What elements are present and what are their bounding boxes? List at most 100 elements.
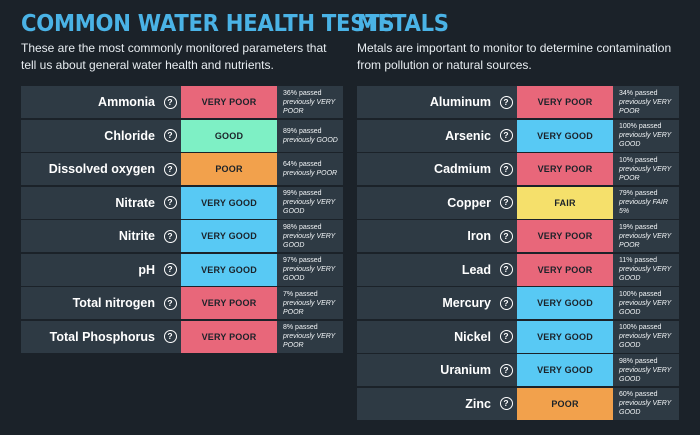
info-button[interactable]: ? (495, 287, 517, 319)
parameter-name-cell: Copper (357, 187, 495, 219)
parameter-row: Cadmium? VERY POOR 10% passed previously VE… (357, 153, 679, 185)
parameter-row: Total nitrogen? VERY POOR 7% passed previou… (21, 287, 343, 319)
parameter-name: Dissolved oxygen (48, 162, 155, 176)
passed-percent: 99% passed (283, 190, 322, 197)
parameter-name-cell: Uranium (357, 354, 495, 386)
metals-list: Aluminum? VERY POOR 34% passed previously V… (357, 86, 679, 421)
passed-percent: 36% passed (283, 89, 322, 97)
info-button[interactable]: ? (495, 120, 517, 152)
question-mark-icon: ? (499, 162, 513, 176)
question-mark-icon: ? (163, 296, 177, 310)
info-button[interactable]: ? (159, 220, 181, 252)
rating-badge: VERY GOOD (181, 253, 277, 286)
info-button[interactable]: ? (159, 86, 181, 118)
info-button[interactable]: ? (495, 187, 517, 219)
common-tests-title: COMMON WATER HEALTH TESTS (21, 11, 395, 37)
question-mark-icon: ? (499, 229, 513, 243)
info-button[interactable]: ? (495, 254, 517, 286)
question-mark-icon: ? (499, 196, 513, 209)
parameter-name-cell: Nitrate (21, 187, 159, 219)
parameter-row: pH? VERY GOOD 97% passed previously VERY GO… (21, 253, 343, 286)
previous-rating: previously VERY GOOD (619, 366, 672, 383)
parameter-name: Uranium (440, 363, 491, 377)
previous-rating: previously VERY GOOD (283, 266, 336, 282)
parameter-name: Copper (447, 195, 491, 210)
rating-badge: VERY GOOD (517, 354, 613, 386)
info-button[interactable]: ? (159, 153, 181, 185)
question-mark-icon: ? (499, 296, 513, 310)
passed-percent: 100% passed (619, 123, 662, 130)
parameter-name-cell: Dissolved oxygen (21, 153, 159, 185)
parameter-row: Copper? FAIR 79% passed previously FAIR 5% (357, 186, 679, 219)
info-button[interactable]: ? (495, 220, 517, 252)
parameter-name-cell: Total Phosphorus (21, 321, 159, 353)
info-button[interactable]: ? (159, 120, 181, 152)
parameter-name-cell: Lead (357, 254, 495, 286)
parameter-name-cell: Zinc (357, 388, 495, 420)
passed-percent: 64% passed (283, 161, 322, 168)
common-tests-panel: COMMON WATER HEALTH TESTS These are the … (21, 0, 395, 353)
parameter-name: Aluminum (429, 95, 491, 109)
rating-badge: GOOD (181, 119, 277, 152)
result-stats: 98% passed previously VERY GOOD (613, 354, 679, 386)
passed-percent: 100% passed (619, 324, 662, 331)
info-button[interactable]: ? (159, 187, 181, 219)
result-stats: 100% passed previously VERY GOOD (613, 321, 679, 353)
common-tests-description: These are the most commonly monitored pa… (21, 41, 327, 72)
previous-rating: previously VERY POOR (619, 98, 672, 115)
result-stats: 99% passed previously VERY GOOD (277, 187, 343, 219)
parameter-name: Iron (467, 229, 491, 243)
parameter-name: Zinc (465, 396, 491, 411)
parameter-name: Total nitrogen (72, 296, 155, 310)
question-mark-icon: ? (163, 229, 177, 243)
parameter-row: Nickel? VERY GOOD 100% passed previously VE… (357, 320, 679, 353)
previous-rating: previously VERY GOOD (619, 266, 672, 282)
parameter-row: Uranium? VERY GOOD 98% passed previously VE… (357, 354, 679, 386)
metals-title: METALS (357, 11, 449, 37)
parameter-name: Nitrite (118, 229, 155, 243)
parameter-name: Lead (461, 262, 491, 277)
parameter-name: Arsenic (445, 128, 491, 143)
rating-badge: POOR (517, 387, 613, 420)
info-button[interactable]: ? (159, 287, 181, 319)
parameter-row: Iron? VERY POOR 19% passed previously VERY … (357, 220, 679, 252)
result-stats: 7% passed previously VERY POOR (277, 287, 343, 319)
question-mark-icon: ? (499, 129, 513, 142)
passed-percent: 79% passed (619, 190, 658, 197)
info-button[interactable]: ? (495, 153, 517, 185)
result-stats: 79% passed previously FAIR 5% (613, 187, 679, 219)
result-stats: 34% passed previously VERY POOR (613, 86, 679, 118)
passed-percent: 89% passed (283, 127, 322, 135)
parameter-row: Aluminum? VERY POOR 34% passed previously V… (357, 86, 679, 118)
info-button[interactable]: ? (495, 388, 517, 420)
rating-badge: VERY GOOD (181, 220, 277, 252)
question-mark-icon: ? (499, 330, 513, 343)
result-stats: 89% passed previously GOOD (277, 120, 343, 152)
question-mark-icon: ? (499, 363, 513, 377)
info-button[interactable]: ? (159, 321, 181, 353)
parameter-row: Ammonia? VERY POOR 36% passed previously VE… (21, 86, 343, 118)
passed-percent: 11% passed (619, 257, 658, 264)
rating-badge: VERY GOOD (181, 186, 277, 219)
passed-percent: 98% passed (619, 357, 658, 365)
previous-rating: previously VERY GOOD (283, 199, 336, 215)
previous-rating: previously POOR (283, 170, 338, 177)
passed-percent: 7% passed (283, 290, 318, 298)
parameter-name-cell: Nickel (357, 321, 495, 353)
info-button[interactable]: ? (159, 254, 181, 286)
parameter-name: Total Phosphorus (49, 329, 155, 344)
rating-badge: VERY POOR (181, 287, 277, 319)
parameter-row: Arsenic? VERY GOOD 100% passed previously V… (357, 119, 679, 152)
result-stats: 98% passed previously VERY GOOD (277, 220, 343, 252)
info-button[interactable]: ? (495, 321, 517, 353)
result-stats: 36% passed previously VERY POOR (277, 86, 343, 118)
question-mark-icon: ? (163, 129, 177, 142)
info-button[interactable]: ? (495, 354, 517, 386)
rating-badge: VERY POOR (517, 253, 613, 286)
question-mark-icon: ? (163, 263, 177, 276)
question-mark-icon: ? (163, 196, 177, 209)
question-mark-icon: ? (163, 162, 177, 176)
info-button[interactable]: ? (495, 86, 517, 118)
question-mark-icon: ? (163, 330, 177, 343)
passed-percent: 34% passed (619, 89, 658, 97)
